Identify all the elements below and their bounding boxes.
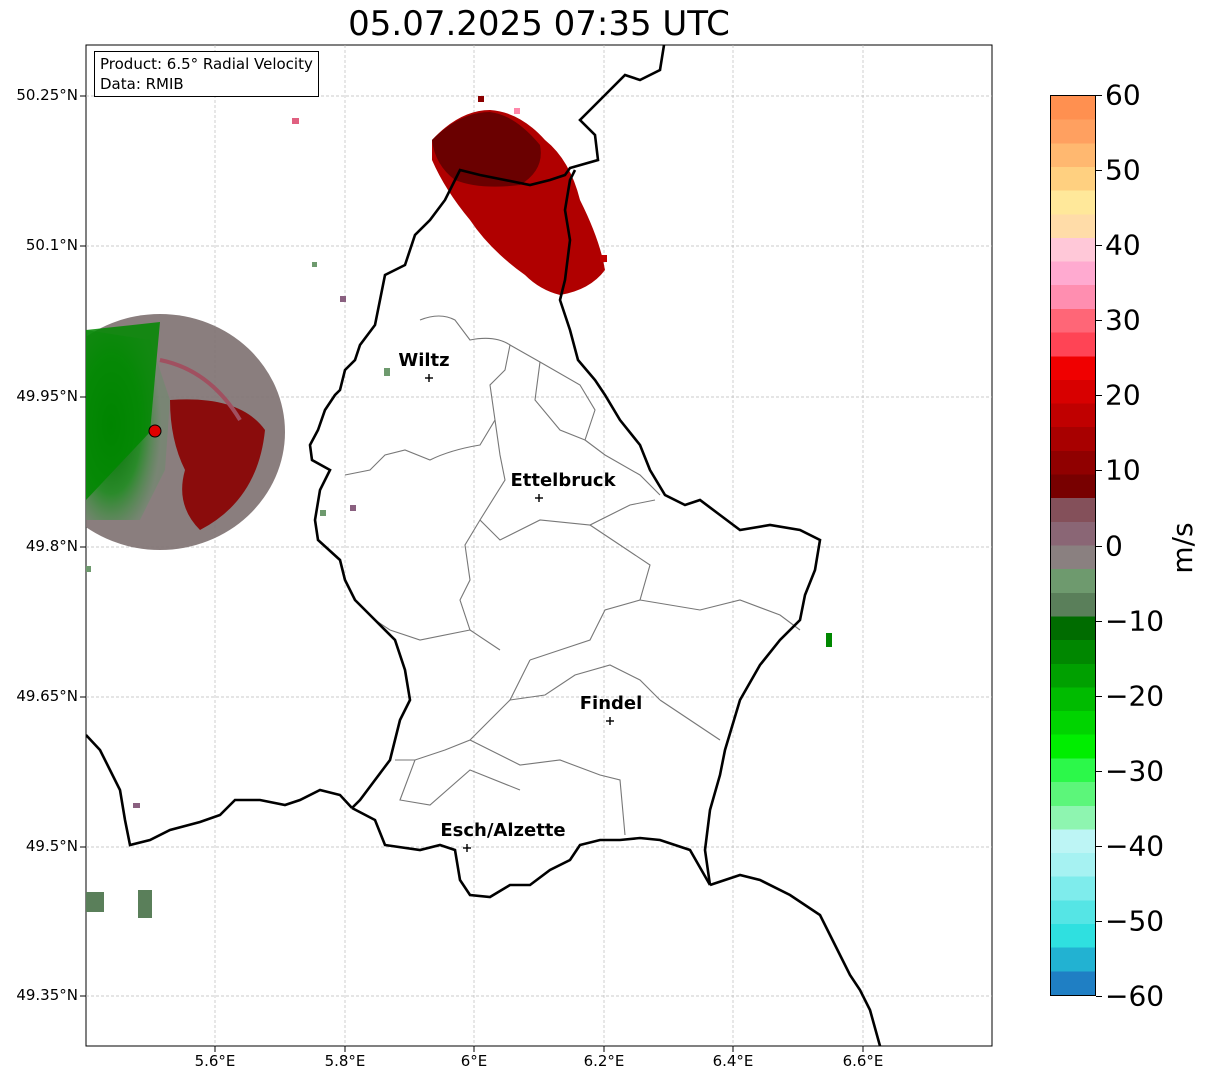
- colorbar-tick-label: −20: [1105, 679, 1165, 713]
- colorbar-tick-label: −50: [1105, 904, 1165, 938]
- colorbar-tick-mark: [1096, 320, 1102, 322]
- lon-tick-label: 5.6°E: [194, 1052, 236, 1070]
- colorbar-tick-mark: [1096, 545, 1102, 547]
- city-label-ettelbruck: Ettelbruck: [510, 470, 616, 491]
- lat-tick-label: 50.25°N: [16, 86, 78, 104]
- colorbar-tick-label: 20: [1105, 378, 1141, 412]
- city-label-esch: Esch/Alzette: [440, 820, 566, 841]
- lon-tick-label: 5.8°E: [324, 1052, 366, 1070]
- lat-tick-label: 50.1°N: [25, 236, 78, 254]
- map-title: 05.07.2025 07:35 UTC: [348, 4, 730, 44]
- cantons: [344, 315, 801, 836]
- lat-tick-label: 49.8°N: [25, 537, 78, 555]
- lat-tick-label: 49.35°N: [16, 986, 78, 1004]
- axis-ticks: [80, 95, 864, 1052]
- colorbar-tick-mark: [1096, 770, 1102, 772]
- colorbar-tick-label: −60: [1105, 979, 1165, 1013]
- colorbar-tick-label: 10: [1105, 453, 1141, 487]
- colorbar-tick-mark: [1096, 470, 1102, 472]
- ettelbruck-marker: [535, 494, 543, 502]
- colorbar-tick-mark: [1096, 170, 1102, 172]
- colorbar-tick-label: 30: [1105, 303, 1141, 337]
- colorbar-tick-mark: [1096, 920, 1102, 922]
- lon-tick-label: 6.6°E: [842, 1052, 884, 1070]
- colorbar-tick-mark: [1096, 245, 1102, 247]
- data-source-label: Data: RMIB: [100, 75, 184, 93]
- lon-tick-label: 6°E: [460, 1052, 488, 1070]
- colorbar: [1050, 95, 1096, 996]
- wiltz-marker: [425, 374, 433, 382]
- radar-site-marker: [148, 424, 162, 438]
- colorbar-label: m/s: [1166, 522, 1199, 574]
- colorbar-tick-mark: [1096, 845, 1102, 847]
- city-markers: [425, 374, 614, 852]
- city-label-findel: Findel: [579, 693, 643, 714]
- colorbar-tick-mark: [1096, 95, 1102, 96]
- esch-marker: [463, 844, 471, 852]
- lat-tick-label: 49.65°N: [16, 687, 78, 705]
- country-borders: [86, 45, 882, 1046]
- colorbar-tick-label: −10: [1105, 604, 1165, 638]
- colorbar-tick-label: −40: [1105, 829, 1165, 863]
- lon-tick-label: 6.2°E: [583, 1052, 625, 1070]
- colorbar-tick-label: 0: [1105, 529, 1123, 562]
- echo-red-left: [170, 399, 265, 530]
- product-info-box: Product: 6.5° Radial Velocity Data: RMIB: [94, 51, 319, 97]
- lat-tick-label: 49.95°N: [16, 387, 78, 405]
- colorbar-tick-label: 60: [1105, 78, 1141, 112]
- product-label: Product: 6.5° Radial Velocity: [100, 55, 313, 73]
- colorbar-tick-mark: [1096, 996, 1102, 997]
- colorbar-tick-mark: [1096, 395, 1102, 397]
- radar-echoes: [86, 96, 832, 918]
- colorbar-tick-label: 40: [1105, 228, 1141, 262]
- colorbar-tick-label: −30: [1105, 754, 1165, 788]
- findel-marker: [606, 717, 614, 725]
- city-label-wiltz: Wiltz: [398, 350, 450, 371]
- colorbar-tick-mark: [1096, 620, 1102, 622]
- colorbar-tick-mark: [1096, 695, 1102, 697]
- lat-tick-label: 49.5°N: [25, 837, 78, 855]
- lon-tick-label: 6.4°E: [712, 1052, 754, 1070]
- colorbar-tick-label: 50: [1105, 153, 1141, 187]
